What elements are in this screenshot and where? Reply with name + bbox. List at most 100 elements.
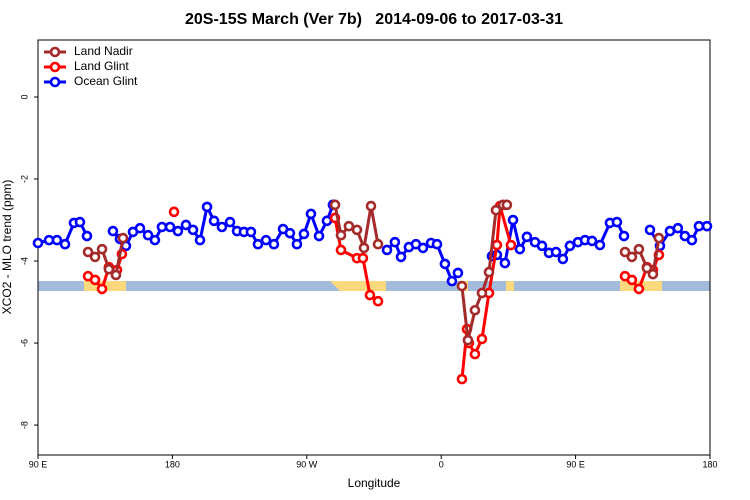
point <box>313 230 325 242</box>
point <box>389 236 401 248</box>
point <box>89 274 101 286</box>
x-tick-label: 180 <box>165 459 180 469</box>
point <box>557 253 569 265</box>
point <box>82 246 94 258</box>
point <box>618 230 630 242</box>
point <box>514 243 526 255</box>
point <box>395 251 407 263</box>
point <box>142 229 154 241</box>
series <box>32 199 713 287</box>
point <box>74 216 86 228</box>
point <box>501 199 513 211</box>
point <box>564 240 576 252</box>
point <box>701 220 713 232</box>
point <box>431 238 443 250</box>
legend-marker <box>49 46 61 58</box>
point <box>194 234 206 246</box>
legend-label: Ocean Glint <box>74 74 138 88</box>
point <box>117 232 129 244</box>
point <box>456 280 468 292</box>
point <box>672 222 684 234</box>
y-tick-label: 0 <box>19 94 29 99</box>
point <box>252 238 264 250</box>
point <box>476 287 488 299</box>
point <box>134 222 146 234</box>
x-tick-label: 0 <box>439 459 444 469</box>
point <box>491 239 503 251</box>
point <box>483 266 495 278</box>
point <box>164 221 176 233</box>
point <box>59 238 71 250</box>
land-band <box>506 281 514 291</box>
point <box>372 238 384 250</box>
point <box>619 246 631 258</box>
point <box>364 289 376 301</box>
point <box>305 208 317 220</box>
point <box>586 235 598 247</box>
y-tick-label: -4 <box>19 257 29 265</box>
y-tick-label: -6 <box>19 339 29 347</box>
point <box>245 226 257 238</box>
x-tick-label: 90 W <box>296 459 318 469</box>
point <box>89 251 101 263</box>
legend-label: Land Nadir <box>74 44 133 58</box>
point <box>626 274 638 286</box>
x-tick-label: 90 E <box>29 459 48 469</box>
point <box>343 220 355 232</box>
series <box>82 199 665 346</box>
point <box>168 206 180 218</box>
point <box>81 230 93 242</box>
point <box>224 216 236 228</box>
point <box>456 373 468 385</box>
point <box>329 199 341 211</box>
point <box>439 258 451 270</box>
point <box>686 234 698 246</box>
point <box>335 229 347 241</box>
point <box>490 204 502 216</box>
point <box>594 239 606 251</box>
point <box>351 224 363 236</box>
point <box>641 262 653 274</box>
point <box>172 225 184 237</box>
point <box>644 224 656 236</box>
point <box>284 227 296 239</box>
point <box>372 295 384 307</box>
point <box>381 244 393 256</box>
point <box>357 252 369 264</box>
y-axis-label: XCO2 - MLO trend (ppm) <box>0 180 14 315</box>
land-band <box>330 281 386 291</box>
point <box>32 237 44 249</box>
point <box>499 257 511 269</box>
point <box>103 263 115 275</box>
point <box>476 333 488 345</box>
surface-mask <box>38 281 710 291</box>
point <box>260 234 272 246</box>
legend-label: Land Glint <box>74 59 129 73</box>
point <box>611 216 623 228</box>
point <box>268 238 280 250</box>
point <box>201 201 213 213</box>
point <box>358 242 370 254</box>
x-tick-label: 90 E <box>566 459 585 469</box>
point <box>626 251 638 263</box>
point <box>107 225 119 237</box>
point <box>521 231 533 243</box>
point <box>110 269 122 281</box>
point <box>298 228 310 240</box>
x-axis-label: Longitude <box>348 476 401 490</box>
x-tick-label: 180 <box>702 459 717 469</box>
point <box>469 304 481 316</box>
point <box>96 283 108 295</box>
point <box>550 246 562 258</box>
point <box>469 348 481 360</box>
legend-marker <box>49 76 61 88</box>
y-tick-label: -2 <box>19 175 29 183</box>
point <box>149 234 161 246</box>
point <box>653 232 665 244</box>
point <box>507 214 519 226</box>
point <box>417 242 429 254</box>
point <box>216 221 228 233</box>
point <box>452 267 464 279</box>
point <box>291 238 303 250</box>
